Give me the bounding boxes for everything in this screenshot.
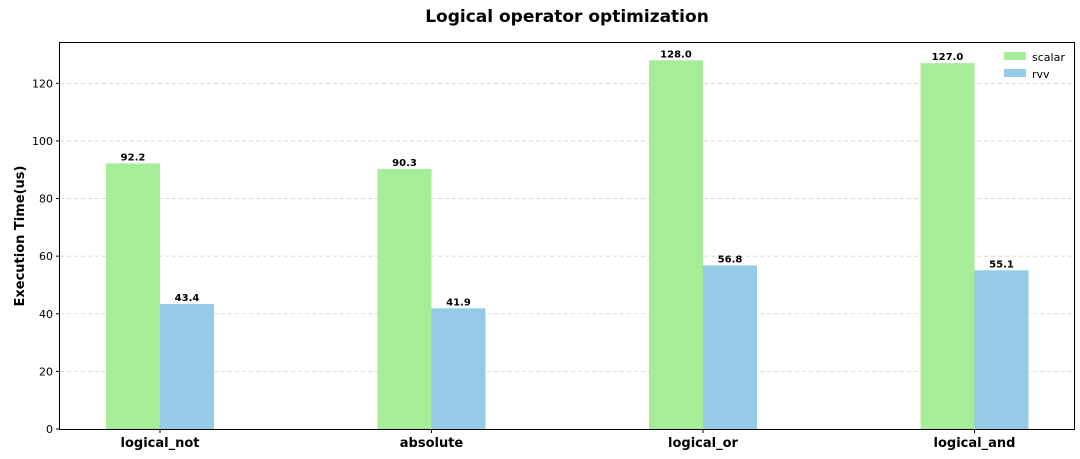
data-label: 90.3: [392, 158, 417, 169]
y-tick-label: 60: [39, 250, 53, 263]
legend: scalar rvv: [1004, 51, 1065, 81]
bar-scalar-absolute: [377, 168, 432, 430]
y-tick-label: 40: [39, 308, 53, 321]
legend-swatch-scalar: [1004, 52, 1026, 60]
x-tick-label: logical_not: [121, 436, 200, 451]
legend-label-rvv: rvv: [1032, 68, 1050, 81]
legend-swatch-rvv: [1004, 69, 1026, 77]
y-ticks: 0 20 40 60 80 100 120: [32, 77, 60, 436]
y-tick-label: 120: [32, 77, 53, 90]
y-axis-label: Execution Time(us): [13, 166, 28, 307]
grid-lines: [60, 82, 1074, 372]
data-label: 41.9: [446, 297, 471, 308]
x-tick-label: absolute: [400, 436, 464, 451]
data-label: 56.8: [718, 254, 743, 265]
chart-title: Logical operator optimization: [425, 7, 709, 27]
plot-frame: [59, 42, 1075, 430]
data-label: 55.1: [989, 259, 1014, 270]
y-tick-label: 0: [46, 423, 53, 436]
data-labels: 92.2 43.4 90.3 41.9 128.0 56.8 127.0 55.1: [121, 49, 1014, 308]
bar-rvv-logical_and: [974, 270, 1029, 429]
data-label: 92.2: [121, 152, 146, 163]
y-tick-label: 20: [39, 365, 53, 378]
bars: [106, 60, 1029, 430]
bar-scalar-logical_not: [106, 163, 160, 430]
data-label: 128.0: [660, 49, 692, 60]
y-tick-label: 100: [32, 135, 53, 148]
x-tick-label: logical_and: [934, 436, 1016, 451]
bar-rvv-logical_not: [160, 303, 214, 429]
x-ticks: logical_not absolute logical_or logical_and: [121, 429, 1016, 451]
x-tick-label: logical_or: [668, 436, 739, 451]
bar-scalar-logical_or: [649, 60, 703, 430]
bar-scalar-logical_and: [920, 63, 975, 429]
data-label: 127.0: [932, 52, 964, 63]
bar-rvv-logical_or: [703, 265, 757, 429]
data-label: 43.4: [175, 293, 200, 304]
legend-label-scalar: scalar: [1032, 51, 1065, 64]
bar-rvv-absolute: [431, 308, 486, 429]
y-tick-label: 80: [39, 193, 53, 206]
